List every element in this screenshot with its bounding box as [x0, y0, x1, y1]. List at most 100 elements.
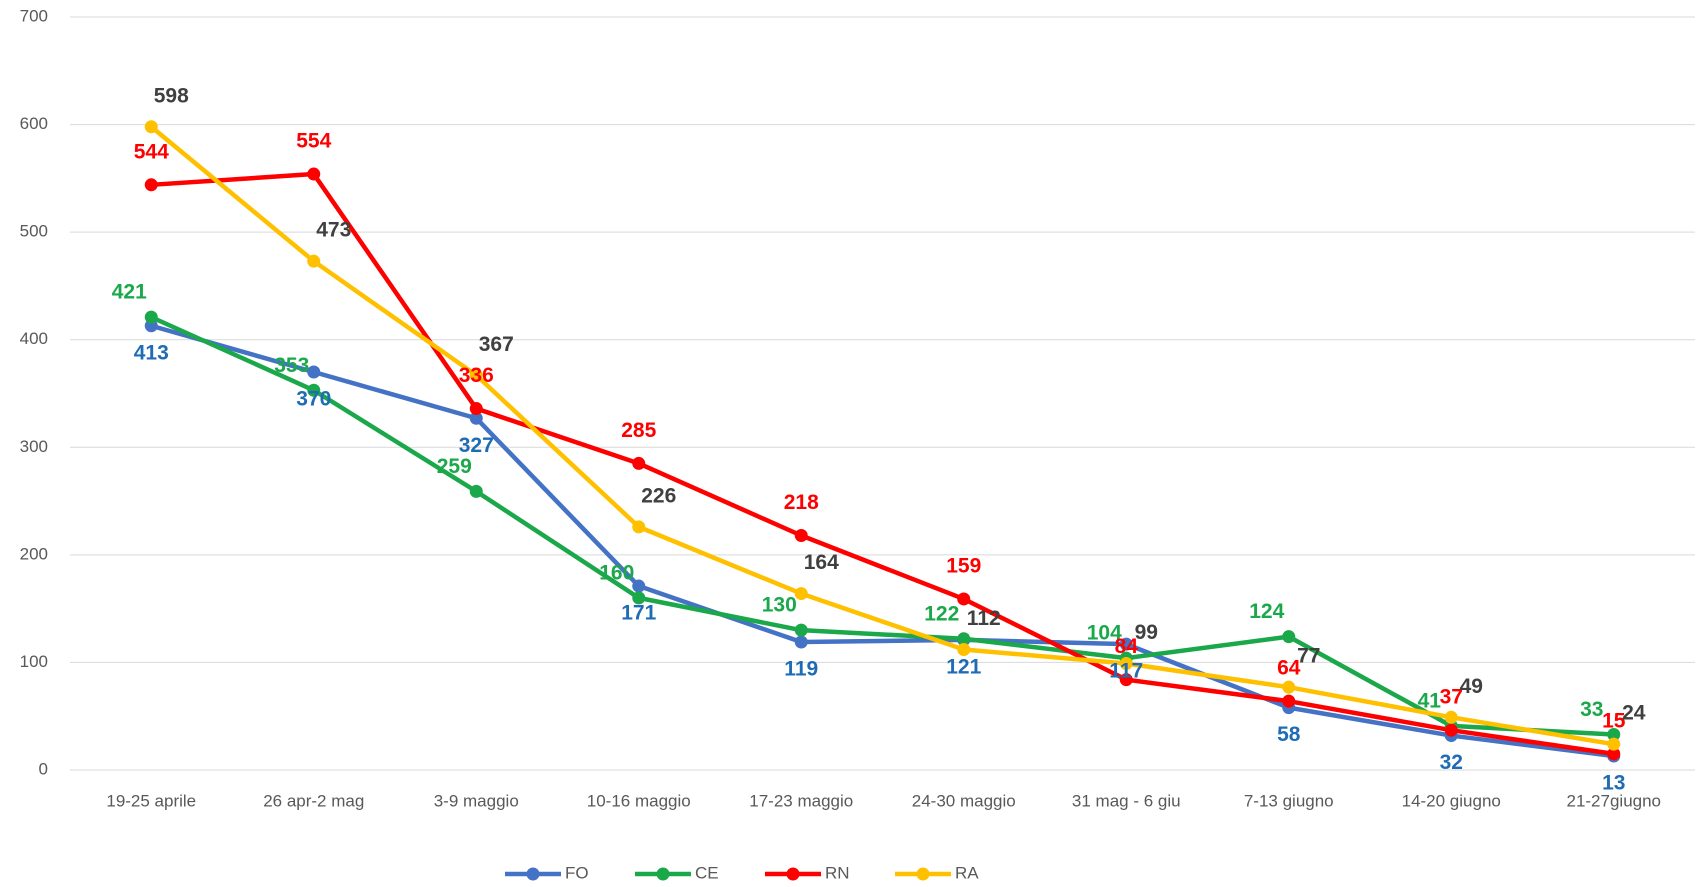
- data-point: [632, 579, 646, 593]
- x-tick-label: 7-13 giugno: [1244, 791, 1334, 810]
- data-point: [1282, 694, 1296, 708]
- data-label: 99: [1135, 621, 1158, 644]
- data-label: 218: [784, 491, 819, 514]
- data-point: [794, 528, 808, 542]
- data-label: 77: [1297, 645, 1320, 668]
- data-point: [632, 456, 646, 470]
- x-tick-label: 10-16 maggio: [587, 791, 691, 810]
- data-label: 33: [1580, 698, 1603, 721]
- x-tick-label: 21-27giugno: [1566, 791, 1661, 810]
- data-label: 164: [804, 551, 839, 574]
- data-label: 124: [1249, 600, 1284, 623]
- data-label: 285: [621, 419, 656, 442]
- data-point: [957, 643, 971, 657]
- legend-marker: [786, 867, 800, 881]
- data-point: [307, 383, 321, 397]
- y-tick-label: 600: [20, 114, 48, 133]
- data-point: [794, 623, 808, 637]
- x-tick-label: 24-30 maggio: [912, 791, 1016, 810]
- data-label: 259: [437, 455, 472, 478]
- legend-marker: [656, 867, 670, 881]
- series-line: [150, 323, 1615, 759]
- x-tick-label: 14-20 giugno: [1402, 791, 1501, 810]
- legend-label: FO: [565, 863, 589, 882]
- data-label: 117: [1109, 660, 1143, 683]
- data-label: 336: [459, 364, 494, 387]
- data-point: [307, 254, 321, 268]
- data-label: 49: [1460, 675, 1483, 698]
- data-label: 121: [946, 655, 981, 678]
- data-point: [1444, 723, 1458, 737]
- data-point: [1607, 747, 1621, 761]
- data-label: 130: [762, 594, 797, 617]
- data-point: [957, 632, 971, 646]
- data-label: 32: [1440, 751, 1463, 774]
- data-label: 413: [134, 341, 169, 364]
- data-label: 473: [316, 219, 351, 242]
- data-label: 119: [784, 658, 818, 681]
- y-tick-label: 700: [20, 6, 48, 25]
- data-point: [307, 365, 321, 379]
- legend-label: RA: [955, 863, 979, 882]
- data-point: [144, 310, 158, 324]
- data-point: [1119, 637, 1133, 651]
- data-label: 544: [134, 140, 169, 163]
- series-line: [151, 171, 1615, 757]
- data-label: 15: [1602, 709, 1626, 732]
- data-point: [1607, 728, 1621, 742]
- data-label: 353: [274, 354, 309, 377]
- data-label: 598: [154, 84, 189, 107]
- data-point: [469, 402, 483, 416]
- data-label: 84: [1115, 635, 1139, 658]
- data-point: [794, 587, 808, 601]
- y-tick-label: 500: [20, 222, 48, 241]
- data-label: 226: [641, 484, 676, 507]
- data-label: 554: [296, 130, 331, 153]
- data-point: [307, 167, 321, 181]
- data-point: [794, 635, 808, 649]
- data-point: [1282, 630, 1296, 644]
- x-tick-label: 26 apr-2 mag: [263, 791, 364, 810]
- data-point: [1607, 737, 1621, 751]
- y-tick-label: 400: [20, 329, 48, 348]
- x-tick-label: 3-9 maggio: [434, 791, 519, 810]
- legend-marker: [526, 867, 540, 881]
- data-label: 171: [621, 602, 656, 625]
- data-point: [144, 178, 158, 192]
- data-point: [957, 592, 971, 606]
- data-label: 421: [112, 281, 147, 304]
- data-label: 159: [946, 555, 981, 578]
- data-label: 327: [459, 434, 494, 457]
- data-label: 37: [1440, 686, 1463, 709]
- data-label: 367: [479, 333, 514, 356]
- y-tick-label: 100: [20, 652, 48, 671]
- x-tick-label: 17-23 maggio: [749, 791, 853, 810]
- data-point: [1444, 710, 1458, 724]
- data-point: [1119, 673, 1133, 687]
- data-label: 24: [1622, 702, 1646, 725]
- data-label: 64: [1277, 657, 1301, 680]
- data-label: 13: [1602, 772, 1625, 795]
- data-label: 370: [296, 388, 331, 411]
- data-point: [1282, 680, 1296, 694]
- data-label: 58: [1277, 723, 1301, 746]
- data-label: 112: [967, 607, 1001, 630]
- data-point: [144, 120, 158, 134]
- data-point: [1119, 657, 1133, 671]
- legend-label: RN: [825, 863, 850, 882]
- data-point: [469, 411, 483, 425]
- data-point: [632, 591, 646, 605]
- data-label: 160: [599, 561, 634, 584]
- data-label: 104: [1087, 622, 1122, 645]
- legend-label: CE: [695, 863, 719, 882]
- data-label: 122: [924, 602, 959, 625]
- data-point: [469, 368, 483, 382]
- data-label: 41: [1418, 689, 1442, 712]
- x-tick-label: 19-25 aprile: [106, 791, 196, 810]
- y-tick-label: 0: [39, 759, 48, 778]
- data-point: [469, 484, 483, 498]
- y-tick-label: 300: [20, 437, 48, 456]
- legend-marker: [916, 867, 930, 881]
- series-line: [149, 124, 1615, 747]
